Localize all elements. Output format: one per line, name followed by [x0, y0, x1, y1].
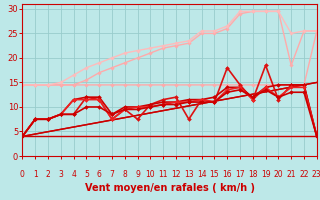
Text: Vent moyen/en rafales ( km/h ): Vent moyen/en rafales ( km/h )	[84, 183, 255, 193]
